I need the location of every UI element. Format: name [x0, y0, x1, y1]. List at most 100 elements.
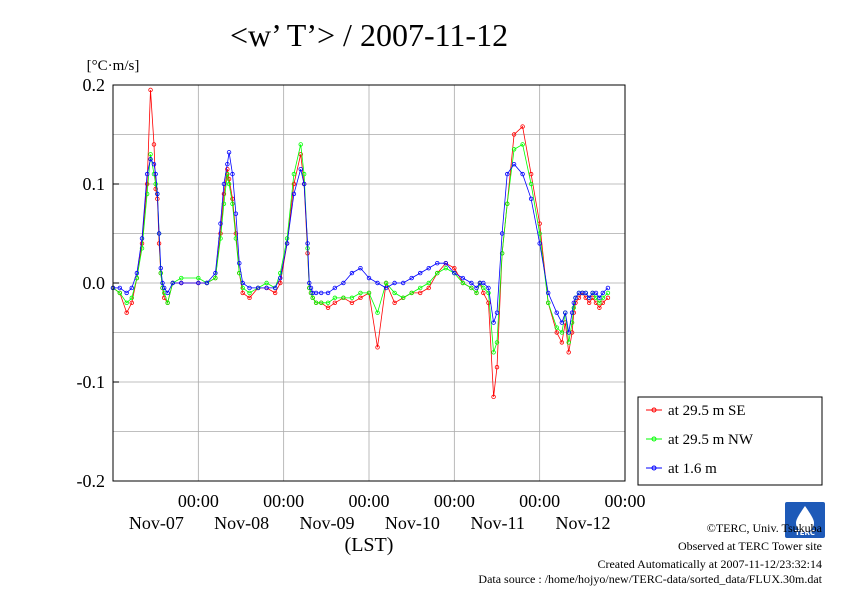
- x-tick-time-label: 00:00: [348, 491, 389, 511]
- data-point: [298, 166, 303, 172]
- data-point: [597, 305, 602, 310]
- data-point: [559, 330, 565, 335]
- y-tick-label: -0.1: [77, 372, 106, 392]
- data-point: [319, 290, 324, 296]
- data-point: [161, 285, 167, 291]
- data-point: [310, 295, 315, 301]
- data-point: [332, 300, 338, 305]
- data-point: [298, 152, 303, 157]
- series-3: [110, 150, 611, 335]
- data-point: [528, 181, 534, 187]
- series-layer: [110, 87, 611, 400]
- x-tick-time-label: 00:00: [519, 491, 560, 511]
- legend-label: at 29.5 m NW: [668, 432, 754, 448]
- data-point: [225, 166, 230, 172]
- data-point: [148, 87, 153, 93]
- data-point: [409, 275, 414, 281]
- data-point: [226, 176, 232, 182]
- data-point: [566, 340, 571, 345]
- data-point: [418, 270, 423, 276]
- legend-swatch-marker: [651, 436, 657, 442]
- credit-site: Observed at TERC Tower site: [678, 539, 822, 553]
- data-point: [486, 300, 491, 305]
- data-point: [278, 280, 283, 286]
- data-point: [366, 290, 372, 296]
- data-point: [600, 290, 606, 296]
- x-axis-label: (LST): [345, 534, 394, 556]
- data-point: [332, 285, 338, 291]
- data-point: [452, 270, 457, 276]
- data-point: [554, 325, 559, 330]
- data-point: [383, 280, 389, 286]
- data-point: [158, 265, 163, 271]
- data-point: [129, 295, 134, 301]
- x-axis: 00:00Nov-0700:00Nov-0800:00Nov-0900:00No…: [129, 491, 646, 533]
- data-point: [349, 295, 355, 301]
- data-point: [305, 241, 310, 246]
- data-point: [605, 290, 611, 296]
- y-tick-label: -0.2: [77, 471, 106, 491]
- chart-title: <w’ T’> / 2007-11-12: [230, 17, 508, 53]
- data-point: [474, 285, 479, 291]
- legend-label: at 1.6 m: [668, 461, 717, 477]
- x-tick-date-label: Nov-07: [129, 513, 184, 533]
- data-point: [160, 280, 165, 286]
- data-point: [124, 300, 129, 305]
- data-point: [593, 290, 599, 296]
- data-point: [392, 280, 397, 286]
- data-point: [426, 280, 431, 286]
- data-point: [520, 124, 525, 129]
- data-point: [319, 300, 324, 305]
- data-point: [586, 295, 592, 301]
- data-point: [124, 310, 129, 315]
- data-point: [499, 251, 505, 256]
- y-tick-label: 0.0: [83, 273, 106, 293]
- data-point: [221, 191, 227, 197]
- data-point: [196, 275, 201, 281]
- data-point: [443, 265, 448, 271]
- data-point: [272, 290, 278, 296]
- data-point: [597, 300, 602, 305]
- y-unit-label: [°C·m/s]: [87, 58, 140, 74]
- data-point: [230, 201, 235, 206]
- data-point: [332, 295, 338, 301]
- data-point: [583, 290, 588, 296]
- data-point: [486, 285, 491, 291]
- data-point: [474, 290, 479, 296]
- data-point: [569, 310, 575, 315]
- data-point: [325, 290, 331, 296]
- y-tick-label: 0.1: [83, 174, 106, 194]
- data-point: [573, 295, 578, 301]
- legend-label: at 29.5 m SE: [668, 403, 746, 419]
- x-tick-date-label: Nov-11: [471, 513, 525, 533]
- data-point: [179, 275, 184, 281]
- data-point: [301, 181, 307, 187]
- data-point: [435, 270, 440, 276]
- data-point: [117, 290, 123, 296]
- data-point: [247, 285, 252, 291]
- data-point: [204, 280, 210, 286]
- data-point: [426, 265, 431, 271]
- data-point: [307, 280, 312, 286]
- data-point: [155, 191, 160, 197]
- data-point: [247, 290, 252, 296]
- data-point: [313, 300, 319, 305]
- x-tick-date-label: Nov-09: [300, 513, 355, 533]
- data-point: [291, 191, 297, 197]
- data-point: [349, 270, 355, 276]
- data-point: [494, 310, 500, 315]
- data-point: [301, 171, 307, 177]
- data-point: [291, 171, 297, 177]
- data-point: [375, 345, 380, 350]
- credit-copyright: ©TERC, Univ. Tsukuba: [707, 521, 823, 535]
- data-point: [284, 241, 290, 246]
- data-point: [505, 201, 510, 206]
- data-point: [418, 290, 423, 296]
- credit-source: Data source : /home/hojyo/new/TERC-data/…: [478, 572, 822, 586]
- data-point: [144, 181, 150, 187]
- data-point: [511, 161, 517, 167]
- data-point: [586, 300, 592, 305]
- data-point: [375, 310, 380, 315]
- data-point: [563, 310, 568, 315]
- data-point: [148, 152, 153, 157]
